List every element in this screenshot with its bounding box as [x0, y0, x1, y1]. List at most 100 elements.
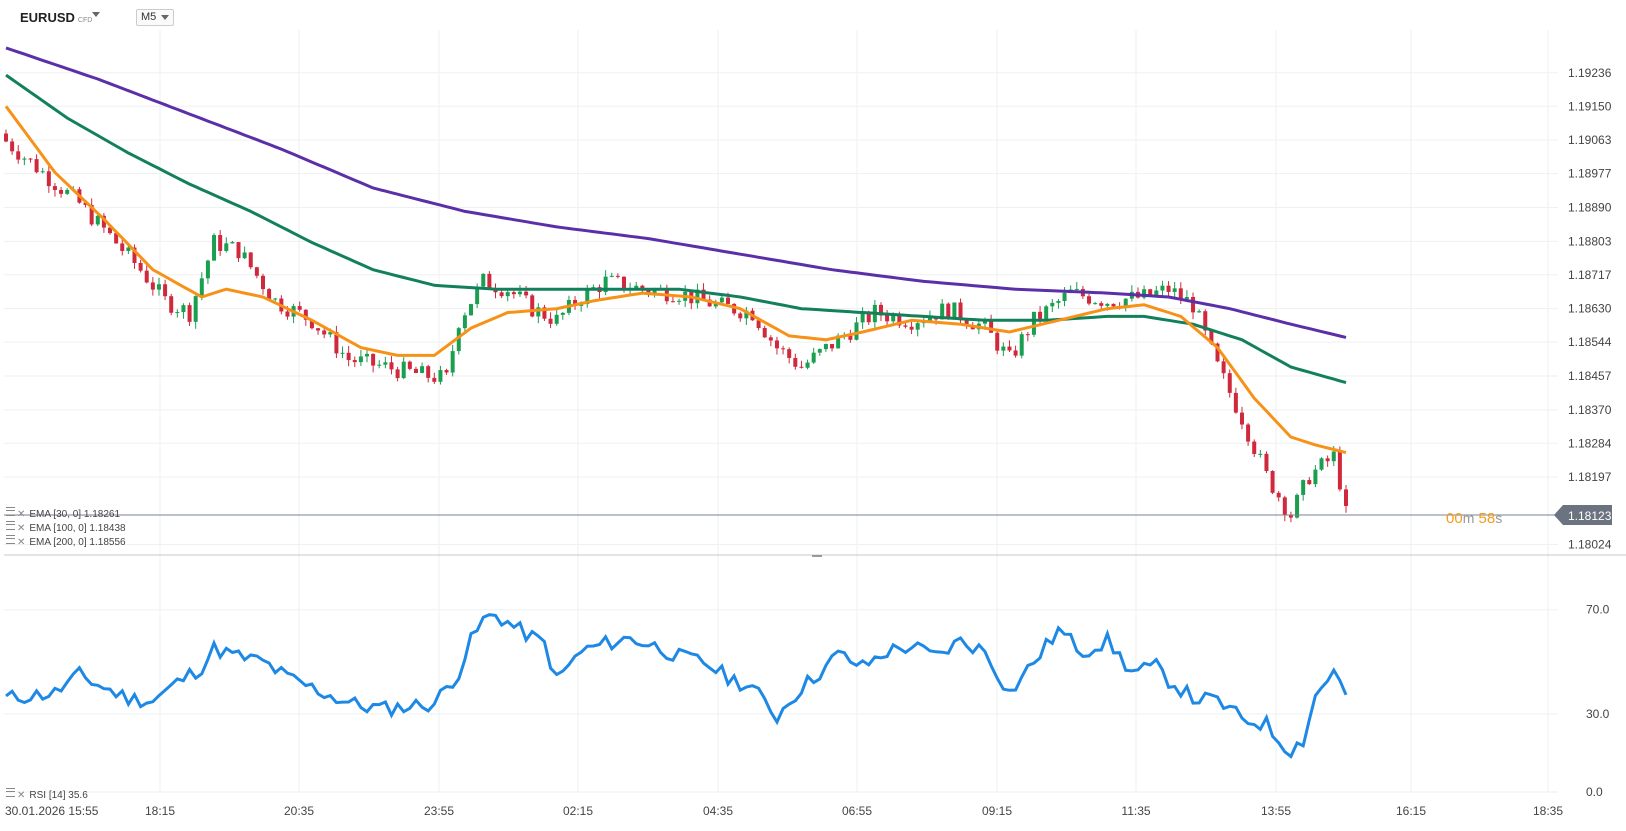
candle [830, 344, 835, 352]
candle-body [1239, 412, 1244, 425]
candle-body [1337, 451, 1342, 490]
candle [1227, 369, 1232, 398]
close-icon[interactable]: ✕ [17, 509, 26, 520]
candle [340, 346, 345, 359]
symbol-selector[interactable]: EURUSD CFD [20, 10, 92, 25]
candle [817, 348, 822, 356]
candle [493, 283, 498, 299]
chevron-down-icon [161, 15, 169, 20]
candle-body [1331, 451, 1336, 462]
candle-body [4, 133, 8, 142]
candle-body [260, 275, 265, 290]
legend-ema30[interactable]: ✕ EMA [30, 0] 1.18261 [6, 507, 120, 520]
candle [1270, 470, 1275, 495]
candle-body [89, 204, 94, 225]
candle [1276, 490, 1281, 502]
candle [4, 129, 8, 143]
time-axis[interactable]: 30.01.2026 15:55 18:15 20:35 23:55 02:15 04:3… [5, 804, 1563, 818]
menu-icon[interactable] [6, 788, 15, 797]
candle-body [646, 289, 651, 294]
price-axis[interactable]: 1.19236 1.19150 1.19063 1.18977 1.18890 1.188… [1568, 66, 1612, 552]
candle [297, 301, 302, 312]
candle-body [897, 314, 902, 326]
candle [1031, 311, 1036, 337]
candle [469, 303, 474, 316]
time-tick-label: 13:55 [1261, 804, 1291, 818]
candle [487, 271, 492, 289]
candle-body [144, 270, 149, 283]
legend-ema200[interactable]: ✕ EMA [200, 0] 1.18556 [6, 535, 126, 548]
candle-body [114, 233, 119, 244]
candle [1001, 342, 1006, 357]
timeframe-select[interactable]: M5 [136, 9, 174, 26]
candle [236, 241, 241, 262]
candle-body [242, 252, 247, 259]
candle-body [218, 235, 223, 251]
candle [358, 350, 363, 366]
candle [16, 145, 21, 164]
candle-body [1215, 343, 1220, 362]
candle-body [1288, 514, 1293, 518]
candle [738, 311, 743, 322]
candle-body [193, 296, 198, 322]
candle [1325, 455, 1330, 467]
candle-body [108, 227, 113, 234]
candle-body [1301, 480, 1306, 495]
rsi-axis[interactable]: 70.0 30.0 0.0 [1586, 603, 1610, 799]
candle [744, 306, 749, 325]
candle-body [774, 340, 779, 349]
candle-body [389, 362, 394, 370]
candle-body [940, 303, 945, 320]
menu-icon[interactable] [6, 521, 15, 530]
candle-body [1062, 292, 1067, 302]
candle [10, 138, 15, 155]
candle-body [817, 349, 822, 353]
close-icon[interactable]: ✕ [17, 537, 26, 548]
candle-body [175, 312, 180, 314]
price-tick-label: 1.18630 [1568, 302, 1612, 316]
candle-body [132, 247, 137, 264]
candle [101, 212, 106, 233]
candle [1239, 406, 1244, 430]
candle-body [377, 364, 382, 366]
candle-body [1111, 303, 1116, 307]
time-tick-label: 30.01.2026 15:55 [5, 804, 99, 818]
candle [254, 266, 259, 279]
candle [768, 335, 773, 347]
close-icon[interactable]: ✕ [17, 523, 26, 534]
candle-body [1344, 489, 1348, 506]
candle-body [1019, 334, 1024, 356]
candle-body [401, 361, 406, 379]
candle-body [903, 325, 908, 327]
candle-body [848, 335, 853, 340]
last-price-value: 1.18123 [1568, 509, 1612, 523]
time-tick-label: 06:55 [842, 804, 872, 818]
menu-icon[interactable] [6, 507, 15, 516]
candle [383, 356, 388, 369]
time-tick-label: 20:35 [284, 804, 314, 818]
candle [40, 167, 45, 174]
candle-body [224, 243, 229, 251]
candle [860, 307, 865, 329]
candle [377, 360, 382, 369]
candle [1288, 511, 1293, 523]
candle [1142, 285, 1147, 300]
chevron-down-icon[interactable] [92, 12, 100, 17]
candle-body [1276, 492, 1281, 498]
candle [1172, 281, 1177, 297]
candle-body [205, 260, 210, 279]
candle [1258, 449, 1263, 458]
candle [438, 365, 443, 385]
candle [181, 303, 186, 319]
pane-resize-handle[interactable] [812, 555, 822, 557]
close-icon[interactable]: ✕ [17, 790, 26, 801]
time-tick-label: 02:15 [563, 804, 593, 818]
candle [1087, 293, 1092, 306]
candle [169, 293, 174, 316]
candle-body [1233, 392, 1238, 413]
candle-body [1252, 441, 1257, 454]
legend-ema100[interactable]: ✕ EMA [100, 0] 1.18438 [6, 521, 126, 534]
menu-icon[interactable] [6, 535, 15, 544]
legend-rsi[interactable]: ✕ RSI [14] 35.6 [6, 788, 88, 801]
